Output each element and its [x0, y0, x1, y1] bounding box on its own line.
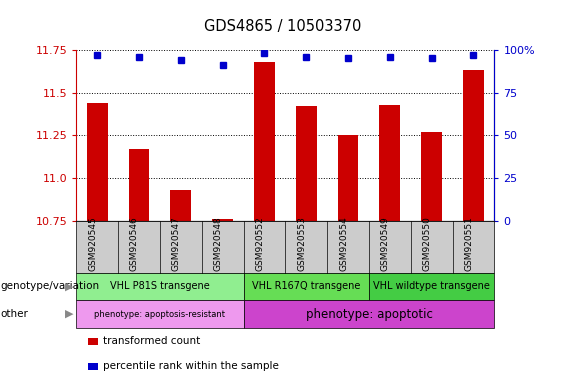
Text: ▶: ▶: [65, 309, 73, 319]
Text: ▶: ▶: [65, 281, 73, 291]
Bar: [212, 219, 233, 221]
Text: VHL R167Q transgene: VHL R167Q transgene: [252, 281, 360, 291]
Text: GSM920548: GSM920548: [214, 216, 223, 271]
Text: transformed count: transformed count: [103, 336, 201, 346]
Text: GSM920546: GSM920546: [130, 216, 139, 271]
Text: phenotype: apoptotic: phenotype: apoptotic: [306, 308, 432, 321]
Text: GSM920549: GSM920549: [381, 216, 390, 271]
Bar: [463, 70, 484, 221]
Text: VHL wildtype transgene: VHL wildtype transgene: [373, 281, 490, 291]
Text: VHL P81S transgene: VHL P81S transgene: [110, 281, 210, 291]
Text: GSM920553: GSM920553: [297, 216, 306, 271]
Text: GSM920547: GSM920547: [172, 216, 181, 271]
Text: percentile rank within the sample: percentile rank within the sample: [103, 361, 279, 371]
Bar: [380, 104, 400, 221]
Bar: [87, 103, 107, 221]
Bar: [129, 149, 149, 221]
Text: genotype/variation: genotype/variation: [0, 281, 99, 291]
Text: GSM920552: GSM920552: [255, 216, 264, 271]
Bar: [171, 190, 191, 221]
Text: other: other: [0, 309, 28, 319]
Text: GSM920550: GSM920550: [423, 216, 432, 271]
Bar: [421, 132, 442, 221]
Bar: [296, 106, 316, 221]
Text: phenotype: apoptosis-resistant: phenotype: apoptosis-resistant: [94, 310, 225, 319]
Text: GSM920551: GSM920551: [464, 216, 473, 271]
Bar: [254, 62, 275, 221]
Text: GSM920545: GSM920545: [88, 216, 97, 271]
Text: GSM920554: GSM920554: [339, 216, 348, 271]
Text: GDS4865 / 10503370: GDS4865 / 10503370: [204, 19, 361, 34]
Bar: [338, 136, 359, 221]
